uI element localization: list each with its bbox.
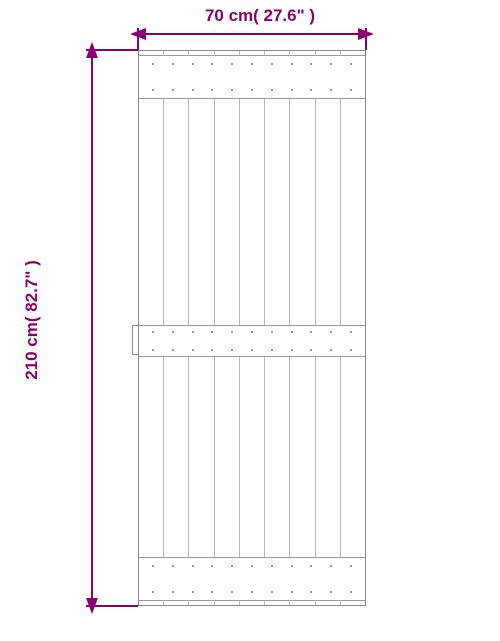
nail-dot [271,63,273,65]
nail-dot [172,89,174,91]
nail-dot [231,89,233,91]
nail-dot [192,591,194,593]
nail-dot [152,349,154,351]
nail-dot [330,331,332,333]
rail-dots [139,63,365,65]
door-hinge [132,325,138,355]
nail-dot [350,591,352,593]
nail-dot [271,591,273,593]
nail-dot [310,331,312,333]
nail-dot [330,591,332,593]
nail-dot [251,63,253,65]
nail-dot [152,565,154,567]
nail-dot [172,349,174,351]
nail-dot [172,331,174,333]
width-dimension-label: 70 cm( 27.6" ) [160,6,360,26]
nail-dot [291,331,293,333]
nail-dot [192,565,194,567]
door-rail-bottom [139,557,365,601]
nail-dot [330,349,332,351]
nail-dot [172,565,174,567]
nail-dot [271,89,273,91]
nail-dot [251,565,253,567]
nail-dot [251,331,253,333]
rail-dots [139,591,365,593]
nail-dot [271,565,273,567]
nail-dot [211,331,213,333]
rail-dots [139,331,365,333]
nail-dot [152,591,154,593]
nail-dot [172,63,174,65]
nail-dot [291,591,293,593]
nail-dot [271,331,273,333]
nail-dot [251,89,253,91]
nail-dot [231,349,233,351]
nail-dot [192,331,194,333]
nail-dot [251,591,253,593]
nail-dot [231,63,233,65]
nail-dot [231,565,233,567]
nail-dot [310,591,312,593]
door-outline [138,50,366,606]
door-drawing [138,50,366,606]
nail-dot [291,63,293,65]
nail-dot [251,349,253,351]
nail-dot [231,591,233,593]
nail-dot [310,63,312,65]
nail-dot [172,591,174,593]
nail-dot [152,63,154,65]
diagram-canvas: 70 cm( 27.6" ) 210 cm( 82.7" ) [0,0,500,641]
nail-dot [350,565,352,567]
rail-dots [139,89,365,91]
nail-dot [211,565,213,567]
nail-dot [192,89,194,91]
nail-dot [350,63,352,65]
nail-dot [350,89,352,91]
rail-dots [139,349,365,351]
nail-dot [330,89,332,91]
nail-dot [192,349,194,351]
nail-dot [330,63,332,65]
door-rail-top [139,55,365,99]
nail-dot [291,565,293,567]
nail-dot [152,89,154,91]
nail-dot [350,349,352,351]
nail-dot [291,89,293,91]
nail-dot [192,63,194,65]
nail-dot [211,349,213,351]
rail-dots [139,565,365,567]
nail-dot [211,591,213,593]
nail-dot [291,349,293,351]
nail-dot [330,565,332,567]
nail-dot [310,89,312,91]
nail-dot [271,349,273,351]
nail-dot [211,63,213,65]
nail-dot [211,89,213,91]
nail-dot [152,331,154,333]
nail-dot [310,349,312,351]
height-dimension-label: 210 cm( 82.7" ) [22,260,42,380]
nail-dot [350,331,352,333]
nail-dot [231,331,233,333]
door-rail-middle [139,325,365,357]
nail-dot [310,565,312,567]
